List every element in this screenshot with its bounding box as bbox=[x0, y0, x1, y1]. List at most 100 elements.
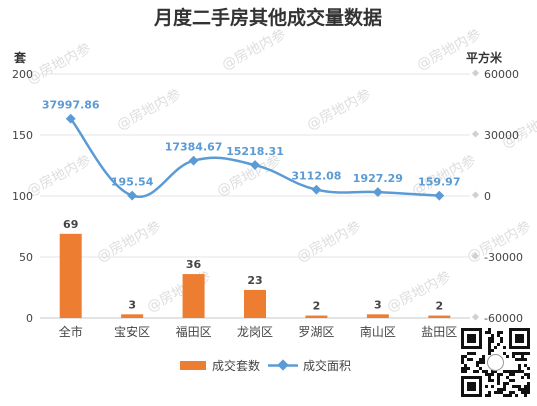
qr-module bbox=[464, 370, 467, 373]
qr-module bbox=[488, 391, 491, 394]
line-point bbox=[434, 190, 445, 201]
left-tick-label: 100 bbox=[12, 190, 33, 203]
qr-module bbox=[479, 367, 482, 370]
qr-module bbox=[497, 391, 500, 394]
qr-finder-core bbox=[467, 382, 476, 391]
watermark-text: @房地内参 bbox=[294, 218, 364, 266]
qr-module bbox=[488, 394, 491, 397]
qr-module bbox=[527, 376, 530, 379]
qr-module bbox=[494, 346, 497, 349]
qr-module bbox=[518, 364, 521, 367]
right-tick-marker bbox=[471, 252, 480, 260]
line-data-label: 1927.29 bbox=[353, 172, 403, 185]
qr-module bbox=[485, 331, 488, 334]
qr-module bbox=[461, 361, 464, 364]
qr-module bbox=[482, 355, 485, 358]
qr-module bbox=[488, 337, 491, 340]
qr-module bbox=[461, 355, 464, 358]
qr-module bbox=[521, 370, 524, 373]
qr-module bbox=[482, 370, 485, 373]
qr-module bbox=[473, 370, 476, 373]
qr-module bbox=[512, 373, 515, 376]
qr-module bbox=[512, 355, 515, 358]
category-axis-labels: 全市 宝安区 福田区 龙岗区 罗湖区 南山区 盐田区 bbox=[59, 324, 458, 339]
left-axis-unit: 套 bbox=[13, 50, 27, 65]
category-label: 盐田区 bbox=[421, 325, 457, 339]
qr-module bbox=[497, 382, 500, 385]
bar bbox=[244, 289, 266, 318]
qr-module bbox=[512, 352, 515, 355]
bar bbox=[121, 314, 144, 318]
category-label: 罗湖区 bbox=[298, 324, 334, 339]
right-tick-marker bbox=[471, 69, 480, 77]
qr-module bbox=[524, 394, 527, 397]
qr-module bbox=[527, 388, 530, 391]
qr-module bbox=[506, 370, 509, 373]
qr-module bbox=[506, 382, 509, 385]
bar bbox=[305, 315, 328, 318]
qr-finder-core bbox=[515, 334, 524, 343]
qr-module bbox=[491, 349, 494, 352]
qr-module bbox=[488, 328, 491, 331]
right-axis-ticks: -60000 -30000 0 30000 60000 bbox=[471, 68, 523, 325]
qr-module bbox=[503, 385, 506, 388]
bar-data-label: 36 bbox=[186, 258, 202, 271]
qr-module bbox=[497, 331, 500, 334]
left-tick-label: 50 bbox=[19, 251, 33, 264]
qr-module bbox=[491, 370, 494, 373]
line-point bbox=[127, 190, 138, 201]
qr-module bbox=[491, 385, 494, 388]
line-data-label: 195.54 bbox=[111, 176, 154, 189]
qr-module bbox=[524, 352, 527, 355]
qr-module bbox=[494, 370, 497, 373]
category-label: 福田区 bbox=[176, 324, 212, 339]
category-label: 全市 bbox=[59, 324, 83, 339]
qr-module bbox=[479, 361, 482, 364]
line-data-label: 37997.86 bbox=[42, 99, 100, 112]
qr-module bbox=[485, 373, 488, 376]
qr-module bbox=[491, 340, 494, 343]
right-axis-unit: 平方米 bbox=[466, 50, 503, 65]
bar-data-label: 3 bbox=[128, 298, 136, 311]
qr-module bbox=[476, 370, 479, 373]
qr-module bbox=[497, 376, 500, 379]
qr-module bbox=[518, 352, 521, 355]
qr-module bbox=[467, 352, 470, 355]
qr-module bbox=[524, 373, 527, 376]
qr-finder-core bbox=[467, 334, 476, 343]
qr-module bbox=[518, 385, 521, 388]
line-series bbox=[65, 113, 445, 201]
line-data-label: 159.97 bbox=[418, 176, 460, 189]
qr-module bbox=[482, 358, 485, 361]
qr-module bbox=[497, 373, 500, 376]
qr-module bbox=[473, 352, 476, 355]
qr-module bbox=[509, 370, 512, 373]
left-axis-ticks: 0 50 100 150 200 bbox=[12, 68, 33, 325]
category-label: 宝安区 bbox=[114, 324, 150, 339]
qr-module bbox=[506, 355, 509, 358]
qr-module bbox=[485, 370, 488, 373]
legend: 成交套数 成交面积 bbox=[180, 358, 351, 373]
qr-module bbox=[491, 334, 494, 337]
bar bbox=[182, 274, 205, 318]
qr-module bbox=[509, 394, 512, 397]
qr-module bbox=[521, 355, 524, 358]
qr-module bbox=[509, 391, 512, 394]
qr-module bbox=[467, 358, 470, 361]
qr-module bbox=[467, 367, 470, 370]
qr-module bbox=[479, 358, 482, 361]
qr-module bbox=[494, 391, 497, 394]
line-data-label: 17384.67 bbox=[165, 141, 223, 154]
qr-module bbox=[515, 385, 518, 388]
qr-module bbox=[527, 382, 530, 385]
right-tick-marker bbox=[471, 313, 480, 321]
qr-module bbox=[506, 376, 509, 379]
qr-module bbox=[521, 352, 524, 355]
qr-module bbox=[485, 385, 488, 388]
qr-logo bbox=[487, 354, 504, 371]
qr-module bbox=[500, 337, 503, 340]
qr-module bbox=[524, 391, 527, 394]
qr-code-image bbox=[459, 326, 532, 399]
qr-module bbox=[488, 352, 491, 355]
